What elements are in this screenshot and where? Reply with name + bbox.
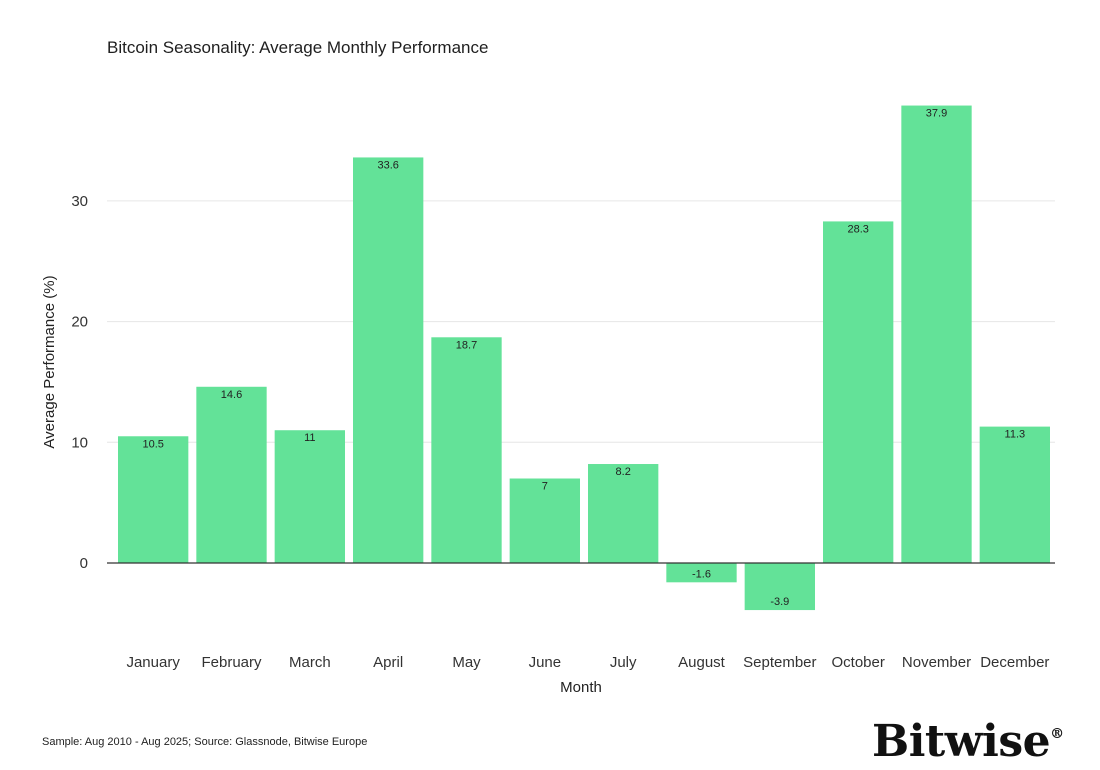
data-labels: 10.5 14.6 11 33.6 18.7 7 8.2 -1.6 -3.9 28.3 37.9 11… [142,108,1025,609]
bar-january [118,436,189,563]
data-label: 28.3 [847,223,868,235]
data-label: 10.5 [142,438,163,450]
data-label: 8.2 [616,466,631,478]
bar-august [666,563,737,583]
data-label: -1.6 [692,568,711,580]
y-tick-label: 20 [71,314,88,331]
source-note: Sample: Aug 2010 - Aug 2025; Source: Gla… [42,736,368,748]
x-tick-label: June [529,654,562,671]
data-label: 11 [304,432,315,444]
y-tick-label: 10 [71,434,88,451]
bar-july [588,464,659,563]
bar-october [823,221,894,563]
x-tick-label: February [201,654,262,671]
bar-april [353,157,424,563]
x-tick-label: December [980,654,1049,671]
bars [118,105,1050,611]
bar-march [274,430,345,563]
y-tick-label: 0 [80,555,88,572]
bar-may [431,337,502,563]
brand-logo: Bitwise® [872,716,1064,767]
y-axis-label: Average Performance (%) [41,275,58,448]
y-tick-label: 30 [71,193,88,210]
data-label: 7 [542,481,548,493]
bar-november [901,105,972,563]
chart-title: Bitcoin Seasonality: Average Monthly Per… [107,38,489,57]
x-tick-label: October [831,654,884,671]
x-tick-label: November [902,654,971,671]
x-tick-label: July [610,654,637,671]
data-label: 33.6 [377,159,398,171]
bar-december [979,426,1050,563]
x-tick-labels: January February March April May June July Augu… [126,654,1049,671]
x-tick-label: March [289,654,331,671]
brand-name: Bitwise [872,716,1051,767]
bar-september [744,563,815,611]
registered-mark: ® [1050,726,1064,742]
x-tick-label: January [126,654,180,671]
data-label: 37.9 [926,108,947,120]
data-label: -3.9 [770,596,789,608]
bar-june [509,478,580,563]
x-tick-label: May [452,654,481,671]
data-label: 14.6 [221,389,242,401]
x-axis-label: Month [560,679,602,696]
x-tick-label: September [743,654,816,671]
x-tick-label: April [373,654,403,671]
bar-february [196,386,267,563]
bar-chart: 10.5 14.6 11 33.6 18.7 7 8.2 -1.6 -3.9 28.3 37.9 11… [41,105,1055,696]
data-label: 11.3 [1005,429,1026,441]
y-tick-labels: 0 10 20 30 [71,193,88,572]
data-label: 18.7 [456,339,477,351]
x-tick-label: August [678,654,726,671]
